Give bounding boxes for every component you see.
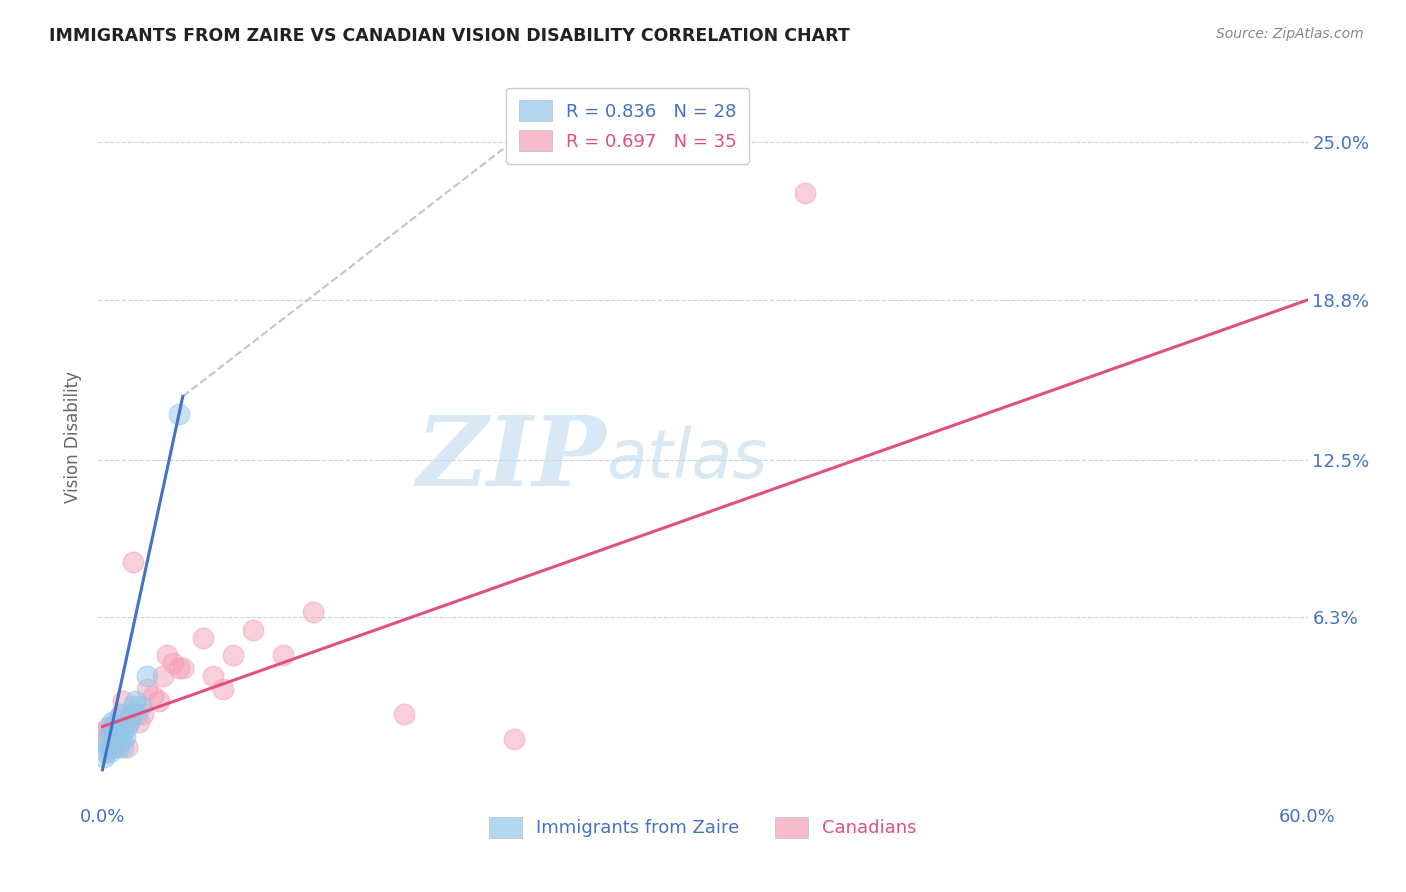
Point [96,745,118,759]
Point [242,623,264,637]
Point [152,669,174,683]
Legend: Immigrants from Zaire, Canadians: Immigrants from Zaire, Canadians [482,810,924,845]
Point [201,669,224,683]
Point [120,706,142,721]
Text: IMMIGRANTS FROM ZAIRE VS CANADIAN VISION DISABILITY CORRELATION CHART: IMMIGRANTS FROM ZAIRE VS CANADIAN VISION… [49,27,851,45]
Point [100,724,122,739]
Point [222,648,245,663]
Point [93,724,115,739]
Point [156,648,179,663]
Point [115,720,138,734]
Point [101,720,124,734]
Point [271,648,294,663]
Point [97,732,120,747]
Point [111,694,134,708]
Point [115,739,138,754]
Point [191,631,214,645]
Point [107,738,129,752]
Point [105,724,128,739]
Point [111,739,134,754]
Y-axis label: Vision Disability: Vision Disability [65,371,83,503]
Point [100,745,122,759]
Point [125,706,148,721]
Point [131,706,153,721]
Point [114,714,136,729]
Point [117,714,139,729]
Point [101,739,124,754]
Point [105,714,128,729]
Point [96,732,118,747]
Text: atlas: atlas [606,426,768,492]
Point [110,706,132,721]
Point [110,706,132,721]
Point [114,730,136,744]
Point [172,661,194,675]
Point [162,656,184,670]
Point [105,724,128,739]
Point [101,714,124,729]
Point [148,694,170,708]
Point [111,724,134,739]
Point [117,714,139,729]
Point [503,732,526,747]
Point [103,730,125,744]
Point [135,669,157,683]
Point [103,739,125,754]
Point [121,699,143,714]
Point [103,730,125,744]
Point [302,605,325,619]
Point [167,661,190,675]
Point [107,720,129,734]
Point [121,555,143,569]
Point [135,681,157,696]
Point [392,706,415,721]
Point [124,694,146,708]
Text: ZIP: ZIP [416,412,606,506]
Point [167,407,190,421]
Point [97,720,120,734]
Point [93,750,115,764]
Point [142,689,165,703]
Point [128,714,150,729]
Text: Source: ZipAtlas.com: Source: ZipAtlas.com [1216,27,1364,41]
Point [100,724,122,739]
Point [120,706,142,721]
Point [129,699,152,714]
Point [212,681,235,696]
Point [107,739,129,754]
Point [97,739,120,754]
Point [794,186,817,201]
Point [110,732,132,747]
